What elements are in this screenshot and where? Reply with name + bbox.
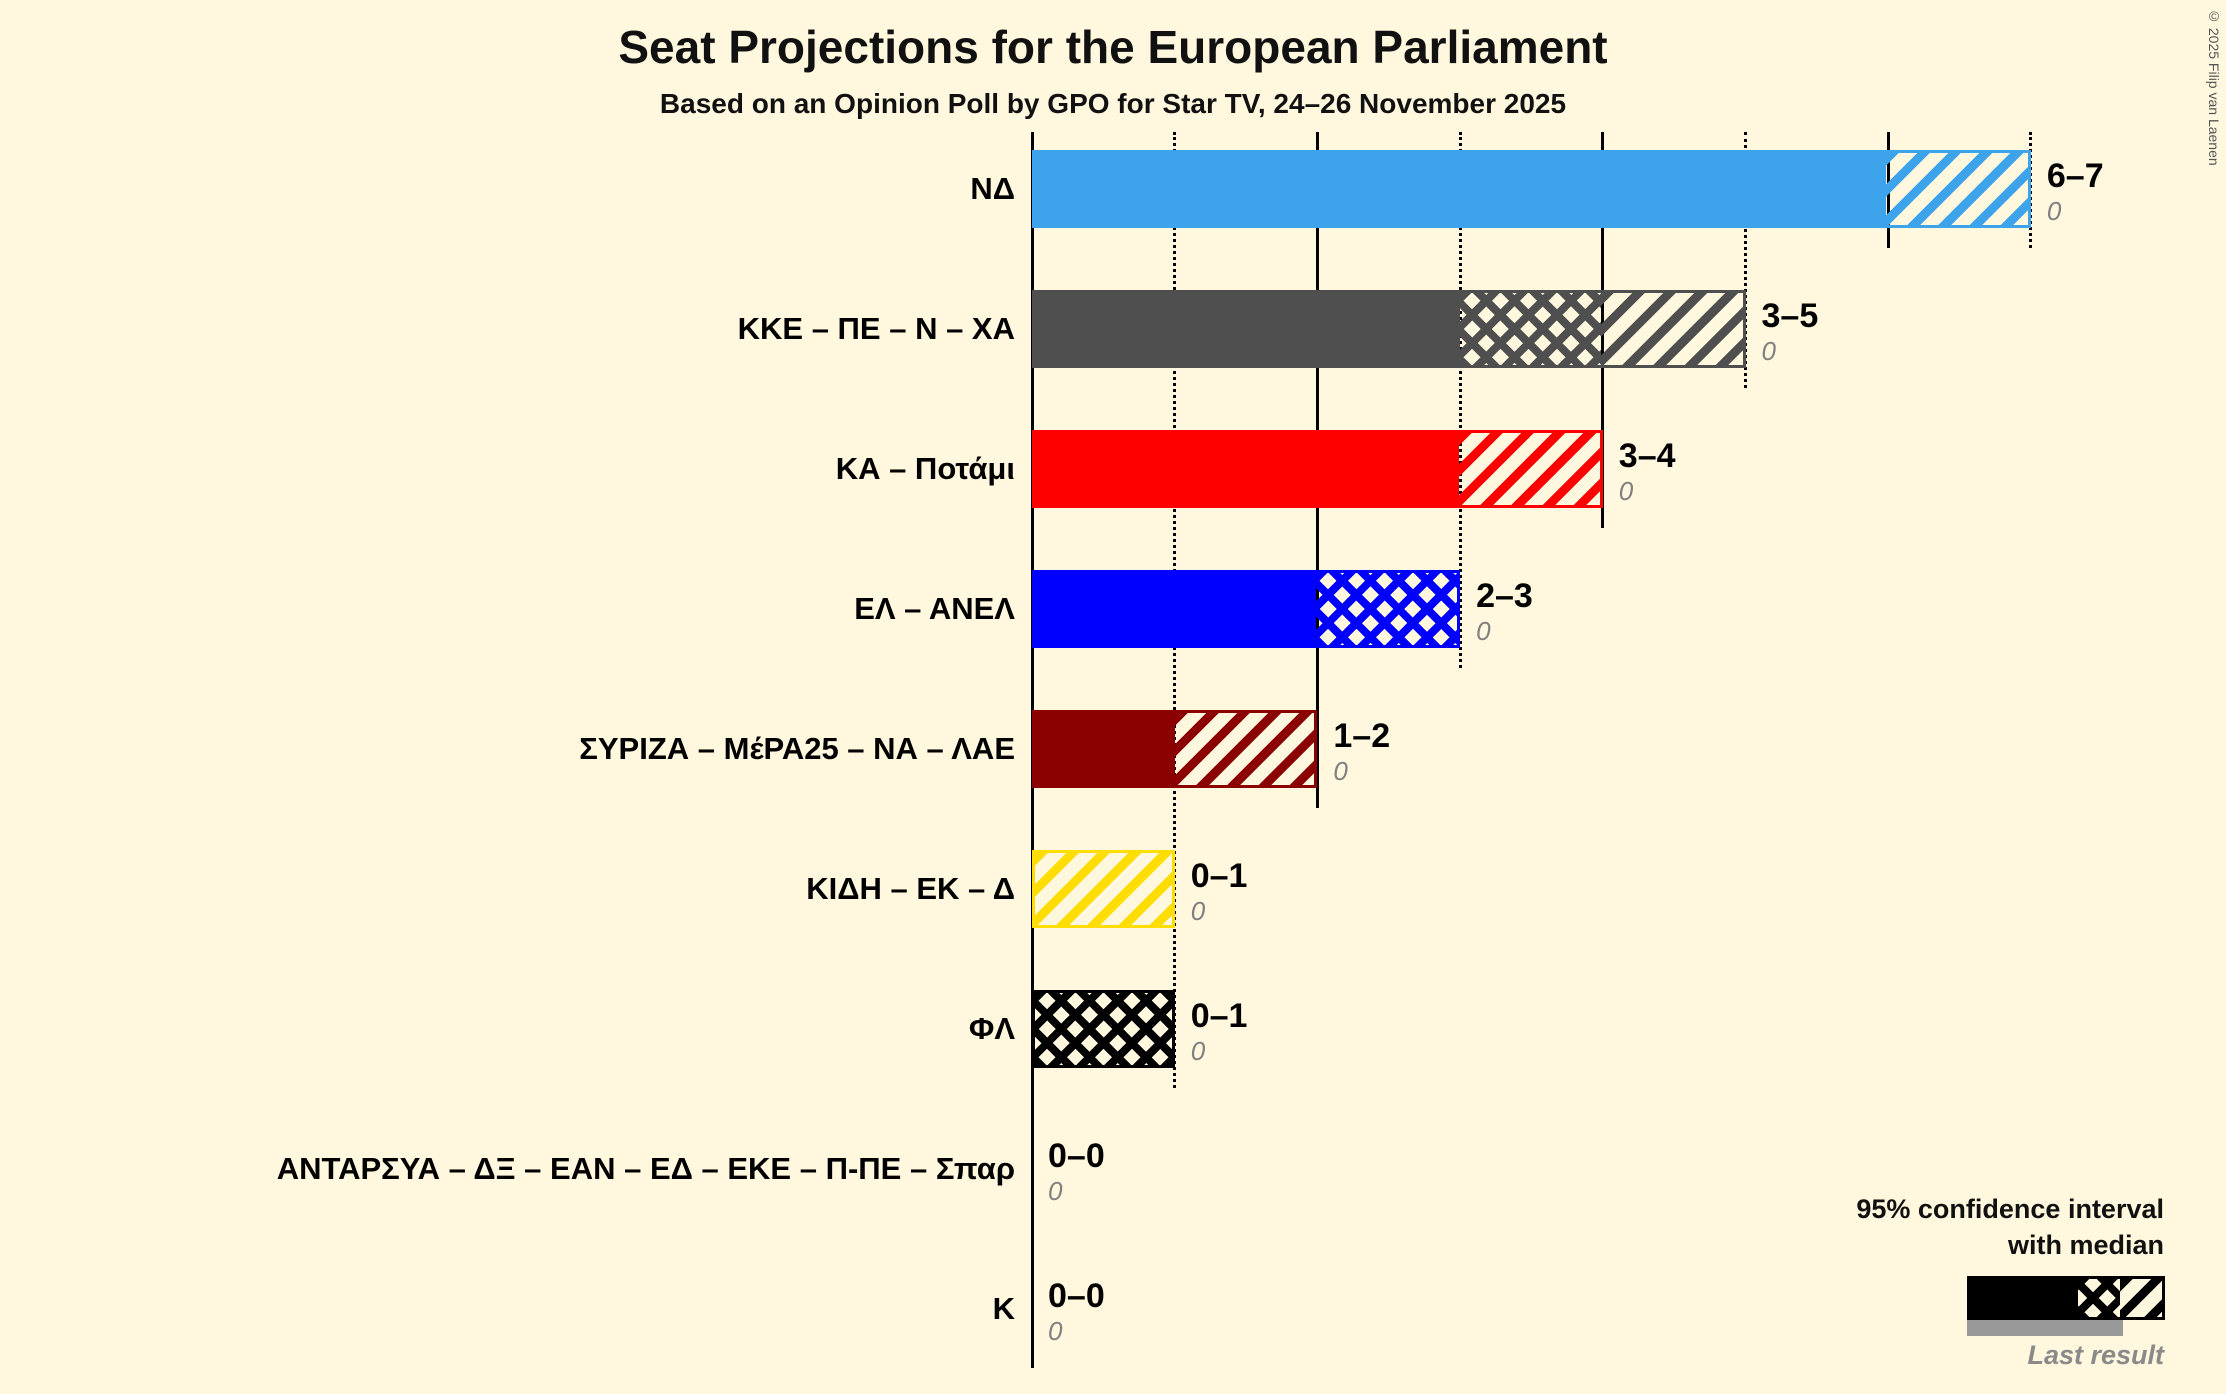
party-label: ΣΥΡΙΖΑ – ΜέΡΑ25 – ΝΑ – ΛΑΕ [579, 731, 1015, 766]
legend-last-result-bar [1967, 1320, 2123, 1336]
ci-range-label: 1–2 [1333, 717, 1391, 755]
last-result-label: 0 [1190, 896, 1206, 926]
last-result-label: 0 [1333, 756, 1348, 786]
bar-value-labels: 0–0 0 [1048, 1276, 1105, 1346]
bar-segment-diagonal [1174, 713, 1315, 785]
seat-bar [1032, 150, 2031, 228]
bar-value-labels: 0–1 0 [1191, 996, 1248, 1066]
bar-segment-diagonal [1886, 153, 2028, 225]
last-result-label: 0 [1761, 336, 1776, 366]
last-result-label: 0 [1618, 476, 1634, 506]
bar-value-labels: 0–1 0 [1191, 856, 1248, 926]
bar-value-labels: 6–7 0 [2047, 156, 2104, 226]
legend-last-result-label: Last result [2027, 1340, 2164, 1370]
last-result-label: 0 [1476, 616, 1491, 646]
gridline-seat-5 [1744, 132, 1747, 388]
bar-value-labels: 0–0 0 [1048, 1136, 1105, 1206]
bar-value-labels: 3–4 0 [1619, 436, 1676, 506]
seat-bar [1032, 430, 1603, 508]
bar-value-labels: 1–2 0 [1333, 716, 1390, 786]
party-label: ΚΙΔΗ – ΕΚ – Δ [806, 871, 1015, 906]
ci-range-label: 3–5 [1761, 297, 1819, 335]
bar-segment-diagonal [1601, 293, 1743, 365]
seat-bar [1032, 850, 1175, 928]
party-label: ΕΛ – ΑΝΕΛ [854, 591, 1015, 626]
bar-segment-solid [1035, 433, 1459, 505]
ci-range-label: 6–7 [2046, 157, 2104, 195]
bar-segment-diagonal [1035, 853, 1172, 925]
bar-segment-diagonal [1458, 433, 1600, 505]
ci-range-label: 0–0 [1048, 1277, 1105, 1315]
ci-range-label: 2–3 [1476, 577, 1533, 615]
legend-ci-line2: with median [2007, 1230, 2164, 1260]
ci-range-label: 0–1 [1190, 997, 1248, 1035]
last-result-label: 0 [1048, 1316, 1063, 1346]
ci-range-label: 0–0 [1048, 1137, 1105, 1175]
party-label: ΚΑ – Ποτάμι [835, 451, 1015, 486]
party-label: ΑΝΤΑΡΣΥΑ – ΔΞ – ΕΑΝ – ΕΔ – ΕΚΕ – Π-ΠΕ – … [276, 1151, 1015, 1186]
ci-range-label: 0–1 [1190, 857, 1248, 895]
last-result-label: 0 [1048, 1176, 1063, 1206]
chart-title: Seat Projections for the European Parlia… [618, 21, 1608, 73]
party-label: ΦΛ [968, 1011, 1015, 1046]
seat-bar [1032, 990, 1175, 1068]
legend-segment-crosshatch [2077, 1279, 2120, 1317]
bar-value-labels: 3–5 0 [1762, 296, 1819, 366]
legend-sample-bar [1967, 1276, 2165, 1320]
seat-bar [1032, 570, 1461, 648]
last-result-label: 0 [2046, 196, 2062, 226]
bar-segment-solid [1035, 153, 1887, 225]
party-label: ΝΔ [970, 171, 1015, 206]
ci-range-label: 3–4 [1618, 437, 1676, 475]
seat-bar [1032, 710, 1318, 788]
last-result-label: 0 [1190, 1036, 1206, 1066]
legend-segment-diagonal [2119, 1279, 2162, 1317]
bar-segment-crosshatch [1035, 993, 1172, 1065]
bar-segment-solid [1035, 713, 1175, 785]
bar-segment-crosshatch [1459, 293, 1601, 365]
chart-subtitle: Based on an Opinion Poll by GPO for Star… [659, 88, 1567, 119]
gridline-seat-7 [2029, 132, 2033, 248]
party-label: ΚΚΕ – ΠΕ – Ν – ΧΑ [737, 311, 1015, 346]
bar-segment-solid [1035, 293, 1460, 365]
bar-segment-crosshatch [1316, 573, 1458, 645]
bar-segment-solid [1035, 573, 1317, 645]
bar-value-labels: 2–3 0 [1476, 576, 1533, 646]
seat-bar [1032, 290, 1746, 368]
party-label: Κ [992, 1291, 1015, 1326]
gridline-seat-3 [1458, 132, 1462, 668]
legend-segment-solid [1970, 1279, 2078, 1317]
copyright-note: © 2025 Filip van Laenen [2206, 8, 2222, 166]
legend-ci-line1: 95% confidence interval [1856, 1194, 2164, 1224]
